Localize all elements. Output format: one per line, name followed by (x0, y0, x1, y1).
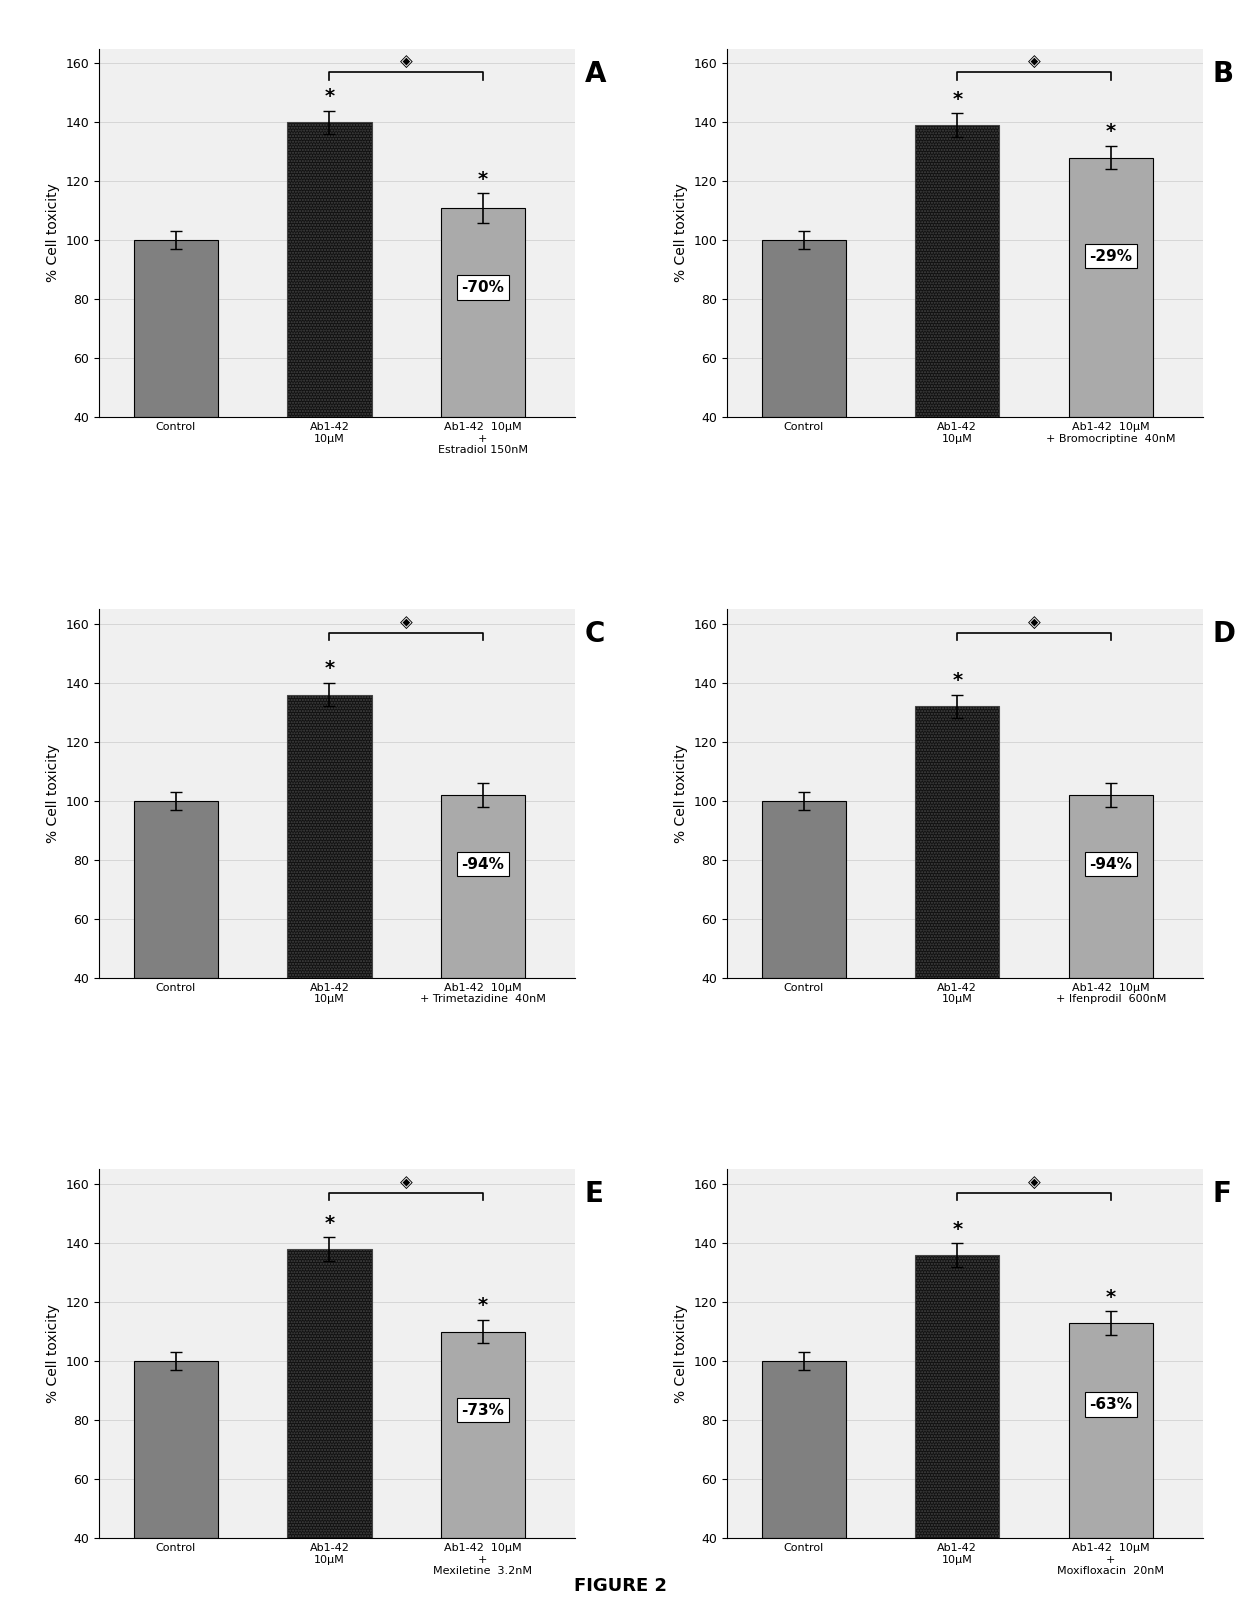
Text: ◈: ◈ (399, 614, 413, 631)
Text: *: * (477, 1297, 487, 1315)
Text: -94%: -94% (461, 856, 505, 871)
Bar (288, 1248, 372, 1538)
Text: ◈: ◈ (1028, 53, 1040, 71)
Bar (1069, 795, 1153, 978)
Bar (761, 240, 846, 418)
Y-axis label: % Cell toxicity: % Cell toxicity (675, 1305, 688, 1404)
Bar (915, 706, 999, 978)
Text: *: * (1106, 1287, 1116, 1307)
Bar (761, 801, 846, 978)
Text: -63%: -63% (1089, 1397, 1132, 1412)
Y-axis label: % Cell toxicity: % Cell toxicity (46, 1305, 60, 1404)
Bar (134, 1362, 218, 1538)
Text: -73%: -73% (461, 1402, 505, 1418)
Text: A: A (584, 60, 606, 87)
Text: F: F (1213, 1180, 1231, 1208)
Text: *: * (325, 87, 335, 107)
Y-axis label: % Cell toxicity: % Cell toxicity (46, 743, 60, 843)
Text: B: B (1213, 60, 1234, 87)
Bar (761, 1362, 846, 1538)
Text: *: * (325, 659, 335, 678)
Bar (288, 695, 372, 978)
Text: ◈: ◈ (1028, 1174, 1040, 1192)
Bar (1069, 1323, 1153, 1538)
Text: -70%: -70% (461, 280, 505, 295)
Text: ◈: ◈ (399, 1174, 413, 1192)
Text: *: * (952, 1219, 962, 1239)
Bar (440, 207, 525, 418)
Bar (440, 795, 525, 978)
Text: FIGURE 2: FIGURE 2 (573, 1577, 667, 1595)
Bar (915, 1255, 999, 1538)
Text: *: * (477, 170, 487, 189)
Bar (915, 125, 999, 418)
Text: *: * (952, 672, 962, 690)
Text: -29%: -29% (1089, 249, 1132, 264)
Bar (134, 801, 218, 978)
Bar (1069, 157, 1153, 418)
Text: ◈: ◈ (399, 53, 413, 71)
Y-axis label: % Cell toxicity: % Cell toxicity (675, 743, 688, 843)
Bar (440, 1331, 525, 1538)
Bar (134, 240, 218, 418)
Text: -94%: -94% (1089, 856, 1132, 871)
Bar (288, 123, 372, 418)
Text: ◈: ◈ (1028, 614, 1040, 631)
Y-axis label: % Cell toxicity: % Cell toxicity (46, 183, 60, 282)
Y-axis label: % Cell toxicity: % Cell toxicity (675, 183, 688, 282)
Text: C: C (584, 620, 605, 648)
Text: *: * (325, 1214, 335, 1232)
Text: D: D (1213, 620, 1235, 648)
Text: *: * (952, 91, 962, 108)
Text: *: * (1106, 123, 1116, 141)
Text: E: E (584, 1180, 604, 1208)
